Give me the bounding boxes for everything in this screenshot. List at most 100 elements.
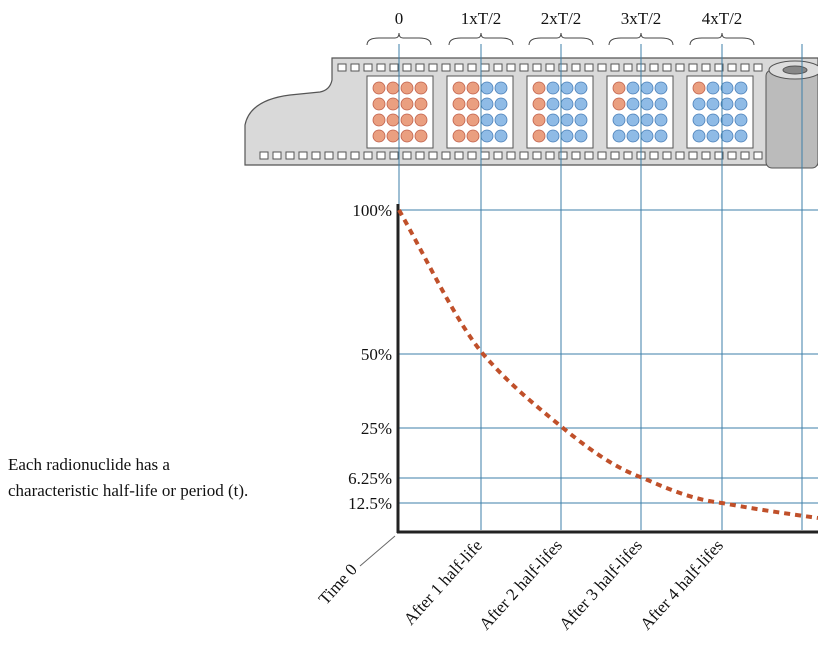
sprocket-hole xyxy=(467,63,477,72)
sprocket-hole xyxy=(662,151,672,160)
particle xyxy=(734,113,748,127)
brace xyxy=(528,32,594,46)
sprocket-hole xyxy=(259,151,269,160)
particle xyxy=(692,81,706,95)
particle xyxy=(480,81,494,95)
sprocket-hole xyxy=(480,151,490,160)
sprocket-hole xyxy=(597,151,607,160)
sprocket-hole xyxy=(415,63,425,72)
sprocket-hole xyxy=(428,151,438,160)
particle xyxy=(494,97,508,111)
sprocket-hole xyxy=(402,63,412,72)
particle xyxy=(532,129,546,143)
particle xyxy=(626,129,640,143)
sprocket-hole xyxy=(337,151,347,160)
sprocket-hole xyxy=(701,151,711,160)
sprocket-hole xyxy=(688,151,698,160)
sprocket-hole xyxy=(337,63,347,72)
sprocket-hole xyxy=(740,151,750,160)
sprocket-hole xyxy=(285,151,295,160)
sprocket-hole xyxy=(558,63,568,72)
y-label: 12.5% xyxy=(348,494,392,513)
header-label: 4xT/2 xyxy=(702,9,743,28)
sprocket-hole xyxy=(584,151,594,160)
particle xyxy=(640,81,654,95)
sprocket-hole xyxy=(493,151,503,160)
particle xyxy=(400,113,414,127)
particle xyxy=(654,81,668,95)
sprocket-hole xyxy=(441,63,451,72)
particle xyxy=(532,81,546,95)
header-label: 1xT/2 xyxy=(461,9,502,28)
particle xyxy=(574,97,588,111)
particle xyxy=(612,113,626,127)
sprocket-hole xyxy=(493,63,503,72)
x-label: After 4 half-lifes xyxy=(636,536,727,634)
caption-line: Each radionuclide has a xyxy=(8,455,170,474)
particle xyxy=(706,113,720,127)
particle xyxy=(480,129,494,143)
sprocket-hole xyxy=(519,151,529,160)
particle xyxy=(414,129,428,143)
sprocket-hole xyxy=(623,63,633,72)
sprocket-hole xyxy=(363,63,373,72)
brace xyxy=(366,32,432,46)
particle xyxy=(720,97,734,111)
sprocket-hole xyxy=(649,151,659,160)
particle xyxy=(466,97,480,111)
film-roll xyxy=(765,60,818,169)
particle xyxy=(452,97,466,111)
sprocket-hole xyxy=(298,151,308,160)
sprocket-hole xyxy=(714,151,724,160)
particle xyxy=(480,113,494,127)
particle xyxy=(734,97,748,111)
sprocket-hole xyxy=(480,63,490,72)
sprocket-hole xyxy=(506,151,516,160)
particle xyxy=(546,129,560,143)
particle xyxy=(386,129,400,143)
particle xyxy=(466,81,480,95)
particle xyxy=(640,97,654,111)
particle xyxy=(692,97,706,111)
particle xyxy=(612,97,626,111)
sprocket-hole xyxy=(727,151,737,160)
sprocket-hole xyxy=(610,63,620,72)
particle xyxy=(692,129,706,143)
sprocket-hole xyxy=(571,151,581,160)
sprocket-hole xyxy=(649,63,659,72)
sprocket-hole xyxy=(727,63,737,72)
sprocket-hole xyxy=(350,151,360,160)
sprocket-hole xyxy=(545,63,555,72)
decay-curve xyxy=(397,209,818,520)
sprocket-hole xyxy=(662,63,672,72)
particle xyxy=(706,81,720,95)
particle xyxy=(626,97,640,111)
sprocket-hole xyxy=(675,151,685,160)
sprocket-hole xyxy=(376,151,386,160)
sprocket-hole xyxy=(311,151,321,160)
sprocket-hole xyxy=(753,63,763,72)
brace xyxy=(689,32,755,46)
particle xyxy=(494,113,508,127)
caption-line: characteristic half-life or period (t). xyxy=(8,481,248,500)
particle xyxy=(654,113,668,127)
header-label: 2xT/2 xyxy=(541,9,582,28)
particle xyxy=(372,97,386,111)
particle xyxy=(640,113,654,127)
particle xyxy=(372,113,386,127)
y-label: 6.25% xyxy=(348,469,392,488)
film-strip xyxy=(244,57,818,166)
particle xyxy=(654,97,668,111)
particle xyxy=(532,97,546,111)
particle xyxy=(654,129,668,143)
sprocket-hole xyxy=(402,151,412,160)
y-label: 25% xyxy=(361,419,392,438)
sprocket-hole xyxy=(545,151,555,160)
particle xyxy=(626,81,640,95)
particle xyxy=(546,81,560,95)
particle xyxy=(706,97,720,111)
y-label: 50% xyxy=(361,345,392,364)
sprocket-hole xyxy=(350,63,360,72)
particle xyxy=(692,113,706,127)
y-label: 100% xyxy=(352,201,392,220)
